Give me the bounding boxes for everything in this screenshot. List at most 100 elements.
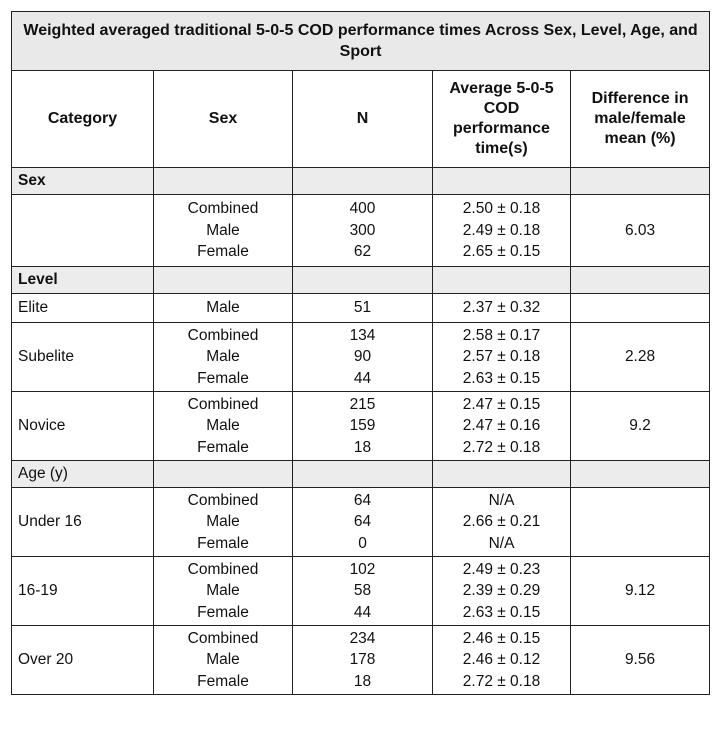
difference-cell: 9.56 bbox=[569, 625, 711, 695]
n-cell: 51 bbox=[292, 293, 433, 323]
difference-cell bbox=[569, 293, 711, 323]
section-row: Age (y) bbox=[11, 460, 711, 488]
average-time-value: 2.46 ± 0.12 bbox=[462, 651, 541, 669]
category-cell: Novice bbox=[11, 391, 154, 461]
sex-value: Combined bbox=[187, 395, 259, 413]
n-value: 44 bbox=[353, 603, 372, 621]
sex-value: Male bbox=[206, 348, 240, 366]
table-container: Weighted averaged traditional 5-0-5 COD … bbox=[10, 11, 711, 695]
average-time-value: 2.47 ± 0.16 bbox=[462, 417, 541, 435]
sex-value: Female bbox=[197, 438, 249, 456]
category-cell: Elite bbox=[11, 293, 154, 323]
section-filler-cell bbox=[569, 266, 711, 294]
average-time-cell: 2.50 ± 0.18 2.49 ± 0.18 2.65 ± 0.15 bbox=[432, 194, 571, 267]
section-filler-cell bbox=[432, 460, 571, 488]
section-filler-cell bbox=[153, 167, 293, 195]
average-time-value: 2.63 ± 0.15 bbox=[462, 369, 541, 387]
n-cell: 64 64 0 bbox=[292, 487, 433, 557]
table-row: Over 20 Combined Male Female 234 178 18 2.46 ± … bbox=[11, 625, 711, 695]
section-row: Sex bbox=[11, 167, 711, 195]
sex-value: Male bbox=[206, 582, 240, 600]
average-time-cell: 2.49 ± 0.23 2.39 ± 0.29 2.63 ± 0.15 bbox=[432, 556, 571, 626]
header-n: N bbox=[292, 70, 433, 168]
n-value: 178 bbox=[349, 651, 376, 669]
sex-cell: Combined Male Female bbox=[153, 322, 293, 392]
sex-value: Male bbox=[206, 651, 240, 669]
average-time-value: 2.72 ± 0.18 bbox=[462, 672, 541, 690]
table-title: Weighted averaged traditional 5-0-5 COD … bbox=[10, 11, 711, 71]
average-time-cell: 2.37 ± 0.32 bbox=[432, 293, 571, 323]
n-value: 134 bbox=[349, 326, 376, 344]
average-time-value: 2.72 ± 0.18 bbox=[462, 438, 541, 456]
difference-cell: 9.12 bbox=[569, 556, 711, 626]
sex-value: Female bbox=[197, 534, 249, 552]
sex-cell: Combined Male Female bbox=[153, 391, 293, 461]
sex-cell: Combined Male Female bbox=[153, 556, 293, 626]
average-time-value: 2.37 ± 0.32 bbox=[462, 299, 541, 317]
header-sex: Sex bbox=[153, 70, 293, 168]
table-row: Under 16 Combined Male Female 64 64 0 N/A 2.66 ±… bbox=[11, 487, 711, 557]
difference-cell bbox=[569, 487, 711, 557]
category-cell: 16-19 bbox=[11, 556, 154, 626]
sex-value: Male bbox=[206, 221, 240, 239]
table-title-row: Weighted averaged traditional 5-0-5 COD … bbox=[10, 11, 711, 71]
section-filler-cell bbox=[292, 167, 433, 195]
sex-cell: Combined Male Female bbox=[153, 194, 293, 267]
n-value: 159 bbox=[349, 417, 376, 435]
average-time-value: 2.49 ± 0.18 bbox=[462, 221, 541, 239]
difference-cell: 9.2 bbox=[569, 391, 711, 461]
table-row: Subelite Combined Male Female 134 90 44 2.58 ± … bbox=[11, 322, 711, 392]
average-time-cell: 2.47 ± 0.15 2.47 ± 0.16 2.72 ± 0.18 bbox=[432, 391, 571, 461]
sex-value: Combined bbox=[187, 491, 259, 509]
table-body: Sex Combined Male Female 400 300 62 2.50 ± 0.18… bbox=[11, 167, 711, 695]
average-time-cell: 2.58 ± 0.17 2.57 ± 0.18 2.63 ± 0.15 bbox=[432, 322, 571, 392]
average-time-value: 2.50 ± 0.18 bbox=[462, 200, 541, 218]
sex-cell: Male bbox=[153, 293, 293, 323]
section-label: Sex bbox=[11, 167, 154, 195]
n-value: 62 bbox=[353, 243, 372, 261]
section-filler-cell bbox=[569, 167, 711, 195]
average-time-value: 2.47 ± 0.15 bbox=[462, 395, 541, 413]
sex-value: Female bbox=[197, 603, 249, 621]
sex-value: Combined bbox=[187, 629, 259, 647]
table-row: Combined Male Female 400 300 62 2.50 ± 0.18 2.4… bbox=[11, 194, 711, 267]
n-value: 102 bbox=[349, 560, 376, 578]
sex-value: Combined bbox=[187, 326, 259, 344]
difference-cell: 2.28 bbox=[569, 322, 711, 392]
difference-cell: 6.03 bbox=[569, 194, 711, 267]
n-value: 234 bbox=[349, 629, 376, 647]
sex-cell: Combined Male Female bbox=[153, 625, 293, 695]
average-time-value: 2.66 ± 0.21 bbox=[462, 513, 541, 531]
n-value: 90 bbox=[353, 348, 372, 366]
sex-value: Male bbox=[206, 417, 240, 435]
average-time-value: 2.39 ± 0.29 bbox=[462, 582, 541, 600]
average-time-cell: N/A 2.66 ± 0.21 N/A bbox=[432, 487, 571, 557]
n-cell: 134 90 44 bbox=[292, 322, 433, 392]
n-value: 215 bbox=[349, 395, 376, 413]
average-time-cell: 2.46 ± 0.15 2.46 ± 0.12 2.72 ± 0.18 bbox=[432, 625, 571, 695]
n-value: 64 bbox=[353, 491, 372, 509]
section-filler-cell bbox=[432, 167, 571, 195]
header-category: Category bbox=[11, 70, 154, 168]
section-filler-cell bbox=[569, 460, 711, 488]
section-filler-cell bbox=[292, 266, 433, 294]
section-filler-cell bbox=[153, 460, 293, 488]
sex-value: Combined bbox=[187, 200, 259, 218]
average-time-value: N/A bbox=[488, 491, 515, 509]
cod-performance-table: Weighted averaged traditional 5-0-5 COD … bbox=[10, 11, 711, 695]
column-header-row: Category Sex N Average 5-0-5 COD perform… bbox=[11, 70, 711, 168]
section-row: Level bbox=[11, 266, 711, 294]
average-time-value: 2.49 ± 0.23 bbox=[462, 560, 541, 578]
table-row: Novice Combined Male Female 215 159 18 2.47 ± 0… bbox=[11, 391, 711, 461]
section-label: Age (y) bbox=[11, 460, 154, 488]
sex-value: Male bbox=[206, 299, 240, 317]
n-value: 44 bbox=[353, 369, 372, 387]
n-value: 58 bbox=[353, 582, 372, 600]
n-value: 64 bbox=[353, 513, 372, 531]
n-cell: 234 178 18 bbox=[292, 625, 433, 695]
n-cell: 215 159 18 bbox=[292, 391, 433, 461]
n-value: 18 bbox=[353, 672, 372, 690]
category-cell: Subelite bbox=[11, 322, 154, 392]
table-row: 16-19 Combined Male Female 102 58 44 2.49 ± 0.2… bbox=[11, 556, 711, 626]
header-difference: Difference in male/female mean (%) bbox=[569, 70, 711, 168]
